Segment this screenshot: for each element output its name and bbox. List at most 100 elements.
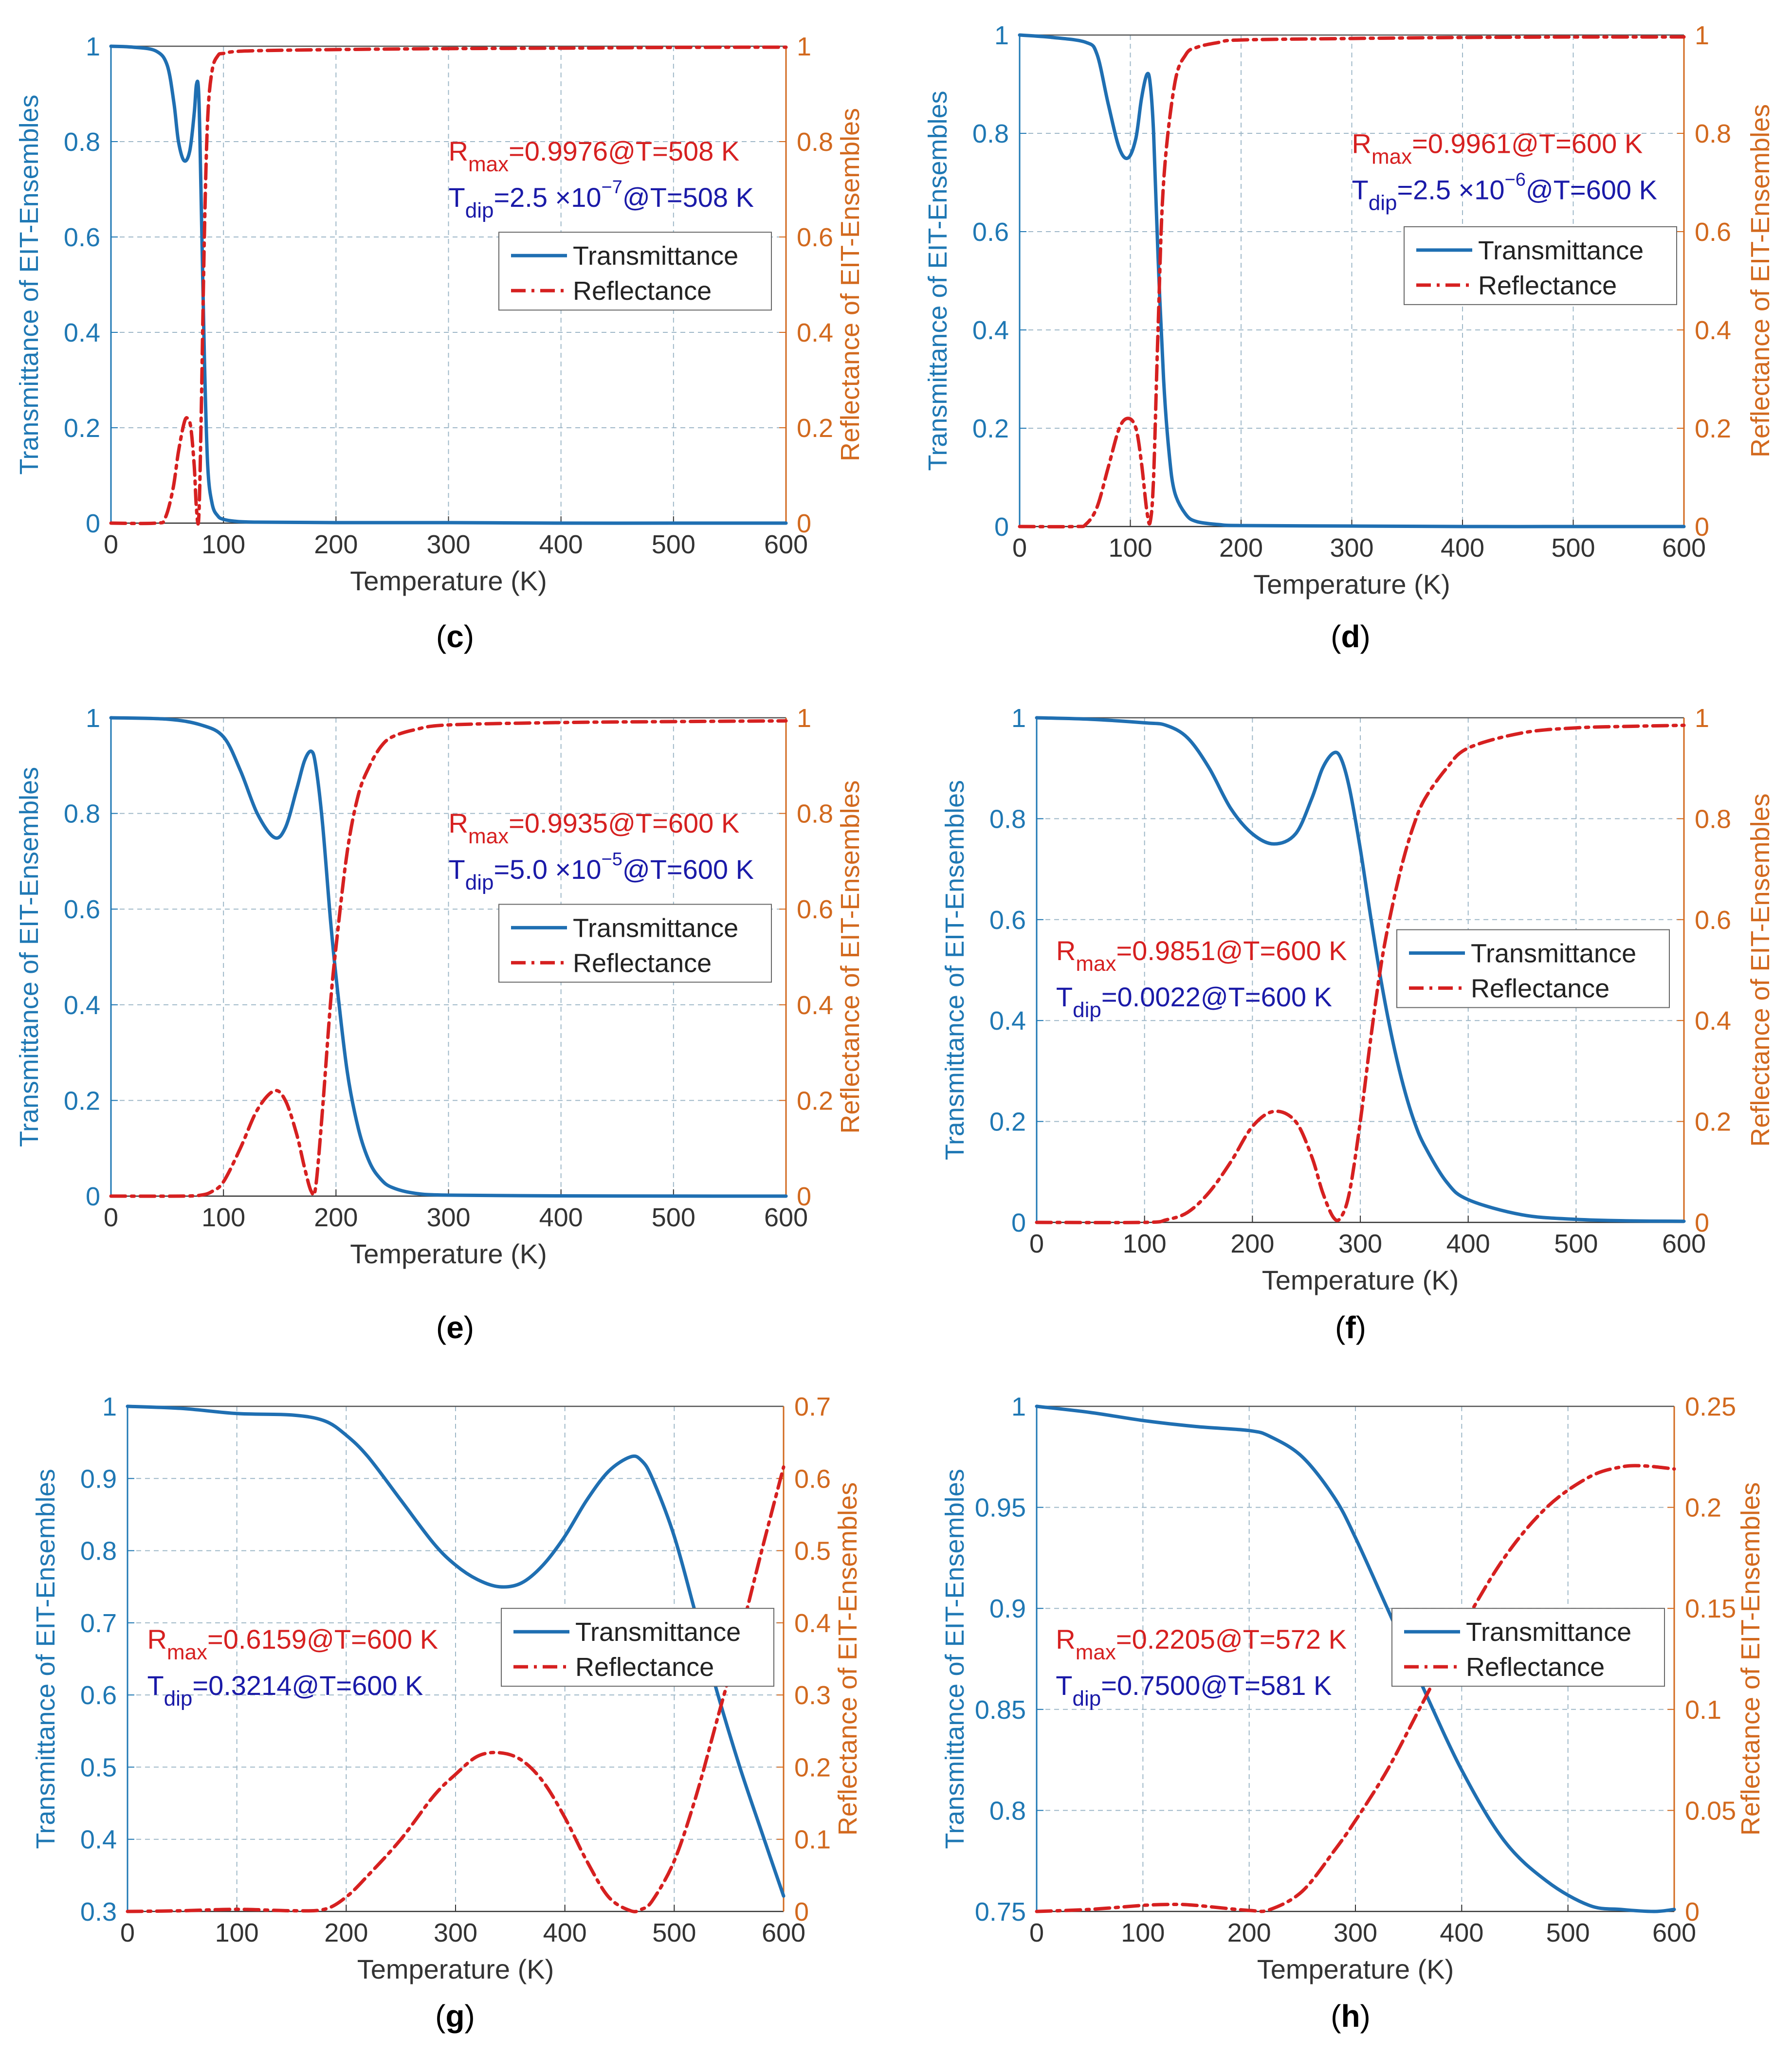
y-tick-label: 0 (994, 512, 1009, 542)
y-tick-label: 0.2 (989, 1108, 1026, 1137)
y-right-tick-label: 0.6 (797, 223, 833, 252)
reflectance-line (1018, 35, 1686, 528)
y-tick-label: 0.4 (80, 1825, 117, 1855)
y-tick-label: 0.8 (972, 119, 1009, 148)
legend-transmittance-label: Transmittance (575, 1618, 741, 1647)
y-tick-label: 0.6 (80, 1681, 117, 1710)
legend-box (498, 904, 772, 983)
legend-reflectance-label: Reflectance (1471, 974, 1609, 1003)
transmittance-line (109, 716, 788, 1198)
y-right-tick-label: 0.7 (794, 1392, 831, 1421)
x-tick-label: 0 (1012, 533, 1027, 563)
y-right-tick-label: 0 (797, 509, 811, 538)
reflectance-line (126, 1465, 786, 1913)
y-axis-label-right: Reflectance of EIT-Ensembles (1746, 104, 1775, 457)
y-tick-label: 1 (102, 1392, 117, 1421)
legend-transmittance-label: Transmittance (573, 241, 738, 271)
x-tick-label: 0 (104, 530, 118, 559)
y-tick-label: 0.85 (975, 1695, 1026, 1725)
y-right-tick-label: 0.1 (1685, 1695, 1721, 1725)
legend-box (1396, 929, 1670, 1008)
y-right-tick-label: 0.6 (797, 895, 833, 924)
legend-reflectance-label: Reflectance (573, 276, 712, 306)
y-right-tick-label: 0.2 (1685, 1493, 1721, 1523)
y-tick-label: 0.2 (64, 414, 100, 443)
rmax-annotation: Rmax=0.9935@T=600 K (449, 808, 740, 848)
y-right-tick-label: 0.8 (1695, 804, 1731, 834)
y-right-tick-label: 0.3 (794, 1681, 831, 1710)
y-right-tick-label: 0.2 (1695, 1108, 1731, 1137)
panel-label: (d) (1331, 619, 1371, 654)
y-right-tick-label: 0 (1695, 512, 1709, 542)
y-tick-label: 0.8 (989, 804, 1026, 834)
x-tick-label: 200 (1230, 1229, 1274, 1258)
legend-transmittance-label: Transmittance (1478, 236, 1644, 265)
y-tick-label: 0.95 (975, 1493, 1026, 1523)
y-tick-label: 1 (1011, 704, 1026, 733)
x-tick-label: 400 (1441, 533, 1484, 563)
x-tick-label: 100 (1121, 1918, 1165, 1947)
tdip-annotation: Tdip=2.5 ×10−7@T=508 K (449, 177, 754, 222)
y-axis-label: Transmittance of EIT-Ensembles (15, 767, 44, 1147)
chart-panel-4: 0 100 200 300 400 500 60000.20.40.60.8100.20.4… (940, 704, 1775, 1345)
y-right-tick-label: 0.2 (1695, 414, 1731, 443)
reflectance-line (1035, 1464, 1676, 1913)
reflectance-line (1035, 724, 1686, 1224)
y-tick-label: 0.2 (64, 1086, 100, 1115)
y-right-tick-label: 0.8 (797, 127, 833, 157)
y-right-tick-label: 0.2 (797, 1086, 833, 1115)
y-tick-label: 0.6 (64, 223, 100, 252)
x-tick-label: 400 (539, 1203, 583, 1232)
rmax-annotation: Rmax=0.6159@T=600 K (147, 1624, 438, 1664)
x-tick-label: 400 (1440, 1918, 1483, 1947)
y-right-tick-label: 1 (797, 704, 811, 733)
x-axis-label: Temperature (K) (357, 1954, 554, 1984)
y-axis-label: Transmittance of EIT-Ensembles (923, 91, 952, 471)
y-tick-label: 0 (1011, 1208, 1026, 1237)
x-tick-label: 600 (762, 1918, 805, 1947)
chart-panel-3: 0 100 200 300 400 500 60000.20.40.60.8100.20.4… (15, 704, 865, 1345)
y-tick-label: 0.5 (80, 1753, 117, 1782)
y-tick-label: 0.3 (80, 1897, 117, 1927)
y-right-tick-label: 0.05 (1685, 1796, 1736, 1825)
x-tick-label: 100 (201, 530, 245, 559)
x-axis-label: Temperature (K) (350, 565, 547, 596)
x-tick-label: 400 (543, 1918, 587, 1947)
y-axis-label-right: Reflectance of EIT-Ensembles (1736, 1482, 1765, 1836)
x-tick-label: 500 (652, 1203, 695, 1232)
y-right-tick-label: 0.4 (797, 318, 833, 347)
y-axis-label-right: Reflectance of EIT-Ensembles (833, 1482, 862, 1836)
y-axis-label-right: Reflectance of EIT-Ensembles (836, 780, 865, 1133)
x-axis-label: Temperature (K) (350, 1238, 547, 1269)
y-right-tick-label: 0.8 (1695, 119, 1731, 148)
tdip-annotation: Tdip=0.3214@T=600 K (147, 1670, 423, 1710)
y-right-tick-label: 1 (797, 32, 811, 61)
x-tick-label: 500 (1554, 1229, 1598, 1258)
x-tick-label: 300 (434, 1918, 477, 1947)
y-right-tick-label: 0.4 (797, 991, 833, 1020)
panel-label: (g) (435, 1999, 475, 2034)
legend: Transmittance Reflectance (1404, 226, 1677, 305)
y-tick-label: 1 (1011, 1392, 1026, 1421)
y-tick-label: 0.9 (80, 1464, 117, 1493)
x-tick-label: 300 (1334, 1918, 1377, 1947)
x-tick-label: 200 (1227, 1918, 1271, 1947)
reflectance-line (109, 45, 788, 526)
transmittance-line (1035, 716, 1686, 1223)
x-tick-label: 200 (314, 530, 358, 559)
y-right-tick-label: 0.25 (1685, 1392, 1736, 1421)
legend: Transmittance Reflectance (501, 1608, 774, 1687)
legend-reflectance-label: Reflectance (1478, 271, 1617, 300)
x-axis-label: Temperature (K) (1257, 1954, 1454, 1984)
y-axis-label: Transmittance of EIT-Ensembles (15, 94, 44, 474)
x-tick-label: 100 (1108, 533, 1152, 563)
chart-panel-6: 0 100 200 300 400 500 600 0.75 0.8 0.85 0.9 0.95 1 0 0… (940, 1392, 1765, 2034)
x-tick-label: 500 (1546, 1918, 1590, 1947)
y-tick-label: 0.8 (80, 1537, 117, 1566)
legend-reflectance-label: Reflectance (573, 948, 712, 978)
y-right-tick-label: 0.6 (1695, 218, 1731, 247)
x-tick-label: 0 (104, 1203, 118, 1232)
y-tick-label: 0.2 (972, 414, 1009, 443)
y-right-tick-label: 0.4 (1695, 1006, 1731, 1036)
